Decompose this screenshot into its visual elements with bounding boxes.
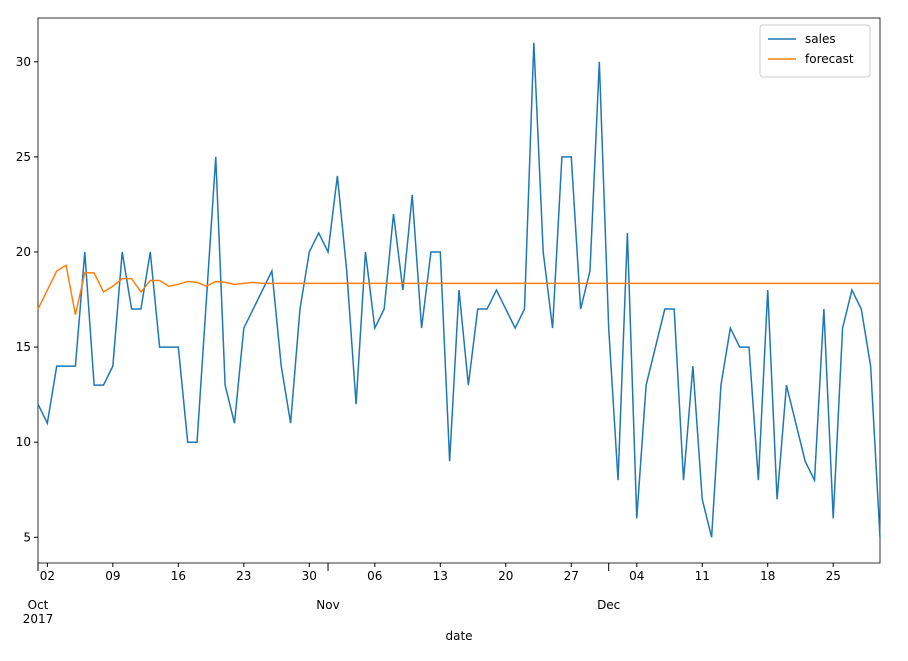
legend-label: forecast (805, 52, 854, 66)
x-tick-label: 18 (760, 569, 775, 583)
y-tick-label: 10 (16, 435, 31, 449)
x-tick-label: 13 (433, 569, 448, 583)
x-major-tick-label: Dec (597, 598, 620, 612)
x-tick-label: 09 (105, 569, 120, 583)
legend-box (759, 24, 871, 78)
x-tick-label: 27 (564, 569, 579, 583)
y-tick-label: 15 (16, 340, 31, 354)
x-tick-label: 02 (40, 569, 55, 583)
series-line (37, 264, 880, 315)
x-major-tick-label: 2017 (23, 612, 54, 626)
legend-label: sales (805, 32, 836, 46)
series-line (37, 42, 881, 538)
legend: sales forecast (759, 24, 871, 78)
y-tick-label: 25 (16, 150, 31, 164)
x-tick-label: 16 (171, 569, 186, 583)
x-tick-label: 30 (302, 569, 317, 583)
x-tick-label: 04 (629, 569, 644, 583)
x-axis-label: date (445, 629, 472, 643)
y-tick-label: 30 (16, 55, 31, 69)
x-tick-label: 20 (498, 569, 513, 583)
x-tick-label: 25 (826, 569, 841, 583)
y-tick-label: 20 (16, 245, 31, 259)
x-tick-label: 23 (236, 569, 251, 583)
y-tick-label: 5 (23, 530, 31, 544)
x-tick-label: 06 (367, 569, 382, 583)
x-major-tick-label: Nov (316, 598, 339, 612)
x-tick-label: 11 (695, 569, 710, 583)
x-major-tick-label: Oct (28, 598, 49, 612)
